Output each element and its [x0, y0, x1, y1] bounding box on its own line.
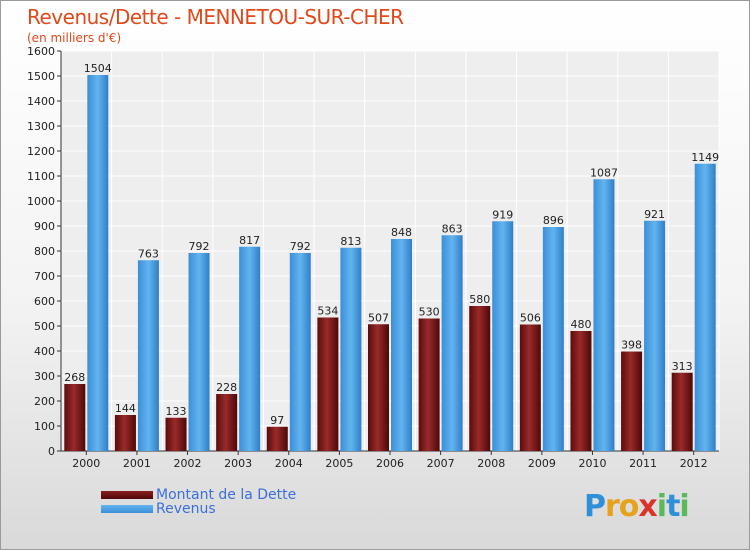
data-label-debt: 313 [672, 360, 693, 373]
x-tick-label: 2008 [477, 457, 505, 470]
data-label-revenue: 896 [543, 214, 564, 227]
y-tick-label: 1500 [27, 70, 55, 83]
y-tick-label: 1400 [27, 95, 55, 108]
data-label-debt: 97 [270, 414, 284, 427]
bar-revenue [289, 253, 311, 451]
bar-debt [621, 351, 643, 451]
x-tick-label: 2000 [72, 457, 100, 470]
y-tick-label: 1100 [27, 170, 55, 183]
x-tick-label: 2009 [528, 457, 556, 470]
y-tick-label: 1600 [27, 45, 55, 58]
x-tick-label: 2006 [376, 457, 404, 470]
bar-revenue [694, 163, 716, 451]
proxiti-logo: Proxiti [584, 489, 690, 524]
x-tick-label: 2004 [275, 457, 303, 470]
bar-debt [671, 372, 693, 451]
data-label-debt: 534 [317, 305, 338, 318]
y-tick-label: 500 [34, 320, 55, 333]
bar-revenue [87, 75, 109, 451]
bar-debt [64, 384, 86, 451]
legend-item-revenue: Revenus [101, 501, 216, 517]
data-label-debt: 268 [64, 371, 85, 384]
data-label-revenue: 1504 [84, 62, 112, 75]
legend-swatch-debt [101, 491, 153, 499]
y-tick-label: 300 [34, 370, 55, 383]
data-label-debt: 530 [419, 306, 440, 319]
data-label-debt: 506 [520, 312, 541, 325]
y-tick-label: 600 [34, 295, 55, 308]
bar-revenue [391, 239, 412, 451]
data-label-debt: 228 [216, 381, 237, 394]
bar-debt [216, 394, 238, 451]
bar-debt [114, 415, 136, 451]
x-tick-label: 2007 [427, 457, 455, 470]
data-label-revenue: 863 [442, 222, 463, 235]
y-tick-label: 100 [34, 420, 55, 433]
bar-revenue [492, 221, 514, 451]
data-label-debt: 144 [115, 402, 136, 415]
data-label-revenue: 848 [391, 226, 412, 239]
y-tick-label: 0 [48, 445, 55, 458]
bar-debt [469, 306, 491, 451]
data-label-revenue: 813 [340, 235, 361, 248]
bar-revenue [137, 260, 159, 451]
x-tick-label: 2011 [629, 457, 657, 470]
legend-item-debt: Montant de la Dette [101, 487, 296, 503]
bar-debt [266, 426, 288, 451]
chart-title: Revenus/Dette - MENNETOU-SUR-CHER [27, 5, 404, 29]
data-label-revenue: 1087 [590, 166, 618, 179]
bar-debt [570, 331, 592, 451]
data-label-revenue: 792 [189, 240, 210, 253]
bar-revenue [644, 220, 666, 451]
y-tick-label: 1300 [27, 120, 55, 133]
data-label-revenue: 921 [644, 208, 665, 221]
x-tick-label: 2012 [680, 457, 708, 470]
y-tick-label: 800 [34, 245, 55, 258]
chart-subtitle: (en milliers d'€) [27, 31, 122, 45]
legend-label-debt: Montant de la Dette [156, 487, 297, 503]
bar-revenue [593, 179, 615, 451]
data-label-debt: 480 [570, 318, 591, 331]
data-label-revenue: 919 [492, 208, 513, 221]
x-tick-label: 2010 [578, 457, 606, 470]
data-label-debt: 133 [166, 405, 187, 418]
data-label-revenue: 1149 [691, 151, 719, 164]
data-label-debt: 507 [368, 311, 389, 324]
data-label-revenue: 817 [239, 234, 260, 247]
bar-debt [519, 324, 541, 451]
y-tick-label: 700 [34, 270, 55, 283]
data-label-revenue: 763 [138, 247, 159, 260]
legend-swatch-revenue [101, 505, 153, 513]
bar-debt [317, 317, 339, 451]
bar-revenue [239, 246, 261, 451]
y-tick-label: 200 [34, 395, 55, 408]
data-label-revenue: 792 [290, 240, 311, 253]
x-tick-label: 2001 [123, 457, 151, 470]
y-tick-label: 1200 [27, 145, 55, 158]
x-tick-label: 2003 [224, 457, 252, 470]
legend-label-revenue: Revenus [156, 501, 216, 517]
bar-revenue [441, 235, 463, 451]
x-tick-label: 2002 [174, 457, 202, 470]
y-tick-label: 1000 [27, 195, 55, 208]
y-tick-label: 400 [34, 345, 55, 358]
bar-revenue [340, 247, 362, 451]
data-label-debt: 580 [469, 293, 490, 306]
bar-debt [418, 318, 440, 451]
bar-revenue [188, 253, 210, 451]
bar-debt [165, 417, 187, 451]
y-tick-label: 900 [34, 220, 55, 233]
bar-revenue [542, 227, 564, 451]
x-tick-label: 2005 [325, 457, 353, 470]
bar-debt [368, 324, 389, 451]
data-label-debt: 398 [621, 339, 642, 352]
